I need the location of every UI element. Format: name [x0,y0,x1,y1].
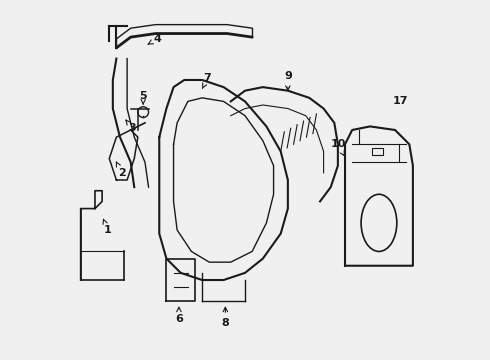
Text: 7: 7 [202,73,211,89]
Text: 5: 5 [139,91,147,104]
Text: 3: 3 [126,120,136,133]
Text: 2: 2 [116,162,125,178]
Bar [372,148,383,155]
Text: 8: 8 [221,307,229,328]
Text: 4: 4 [148,34,161,44]
Text: 1: 1 [103,219,111,235]
Text: 10: 10 [330,139,345,156]
Text: 9: 9 [284,71,292,90]
Text: 6: 6 [175,307,183,324]
Text: 17: 17 [392,96,408,107]
